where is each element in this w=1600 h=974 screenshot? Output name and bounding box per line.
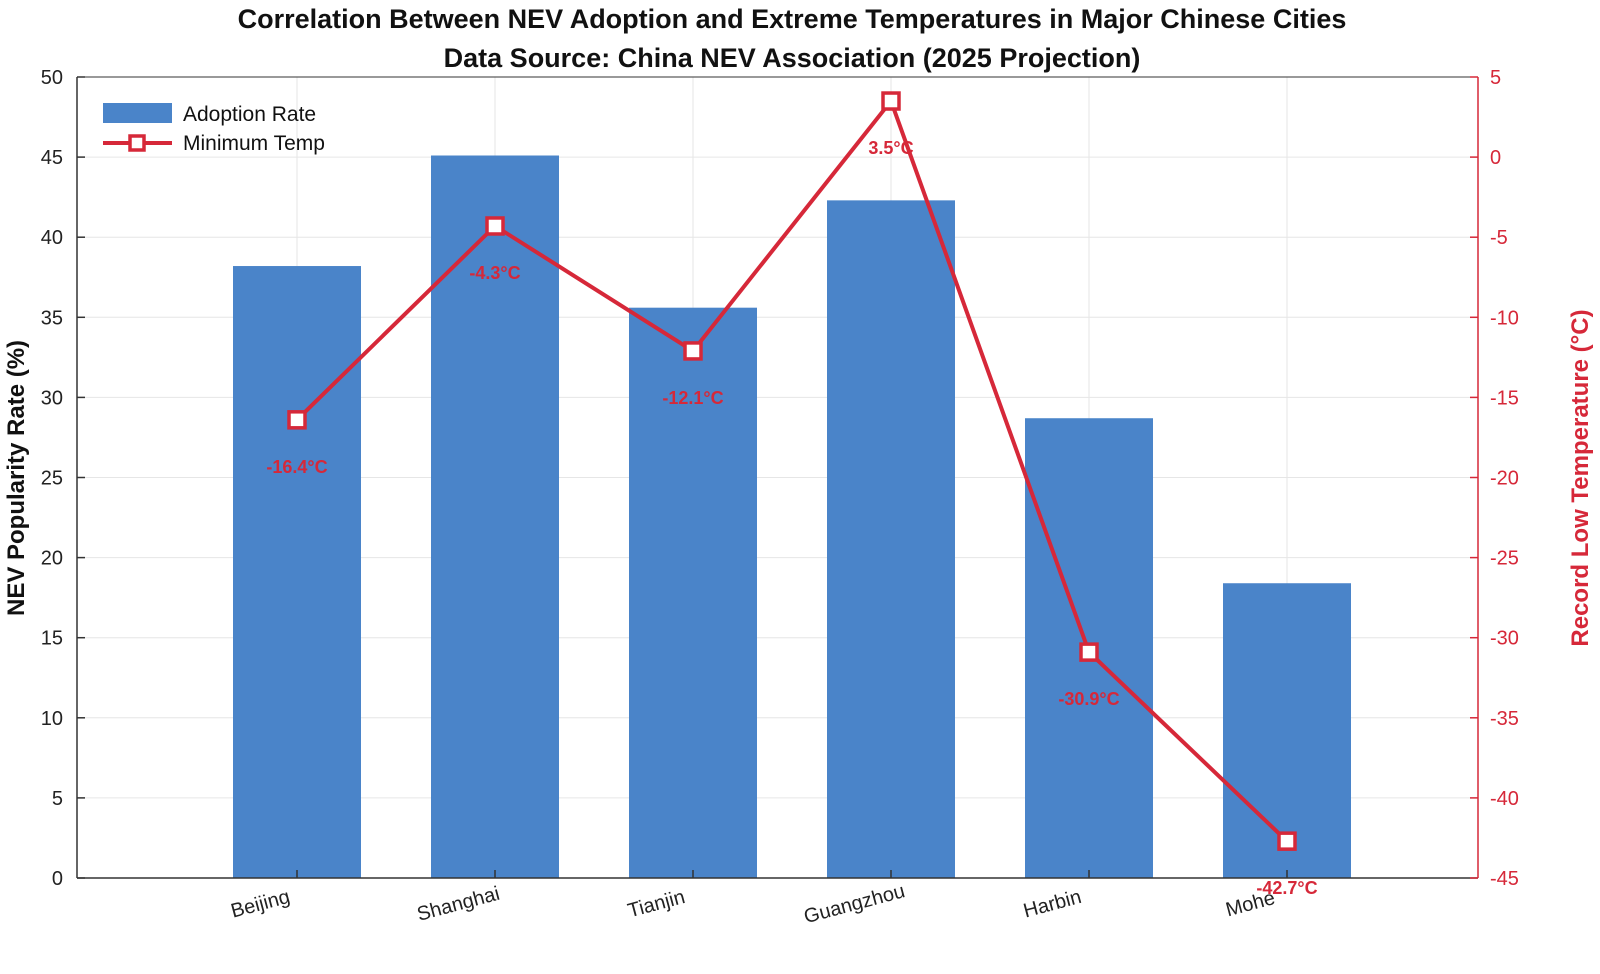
left-tick-label-5: 25 bbox=[41, 468, 63, 490]
x-tick-label-mohe: Mohe bbox=[1223, 887, 1277, 921]
right-tick-label-0: -45 bbox=[1490, 868, 1519, 890]
temp-data-label-tianjin: -12.1°C bbox=[662, 388, 723, 408]
chart-subtitle: Data Source: China NEV Association (2025… bbox=[444, 43, 1141, 73]
left-tick-label-10: 50 bbox=[41, 67, 63, 89]
y-axis-label-left: NEV Popularity Rate (%) bbox=[3, 340, 30, 616]
temp-data-label-guangzhou: 3.5°C bbox=[868, 138, 913, 158]
temp-marker-guangzhou bbox=[881, 91, 901, 111]
left-tick-label-8: 40 bbox=[41, 227, 63, 249]
temp-marker-mohe bbox=[1277, 831, 1297, 851]
bar-series-adoption-rate bbox=[233, 155, 1351, 879]
temp-data-label-shanghai: -4.3°C bbox=[469, 263, 520, 283]
bar-tianjin bbox=[629, 307, 757, 878]
x-tick-label-shanghai: Shanghai bbox=[415, 883, 502, 926]
right-tick-label-9: 0 bbox=[1490, 147, 1501, 169]
bar-mohe bbox=[1223, 583, 1351, 878]
right-tick-label-10: 5 bbox=[1490, 67, 1501, 89]
left-tick-label-1: 5 bbox=[52, 788, 63, 810]
right-tick-label-3: -30 bbox=[1490, 628, 1519, 650]
left-tick-label-9: 45 bbox=[41, 147, 63, 169]
temp-marker-beijing bbox=[287, 410, 307, 430]
left-tick-label-4: 20 bbox=[41, 548, 63, 570]
bar-shanghai bbox=[431, 155, 559, 879]
bar-beijing bbox=[233, 266, 361, 878]
right-axis-ticks: -45 -40 -35 -30 -25 -20 -15 -10 -5 0 5 bbox=[1470, 67, 1519, 890]
left-tick-label-2: 10 bbox=[41, 708, 63, 730]
left-axis-ticks: 0 5 10 15 20 25 30 35 40 45 50 bbox=[41, 67, 85, 890]
y-axis-label-right: Record Low Temperature (°C) bbox=[1567, 309, 1594, 646]
chart-title: Correlation Between NEV Adoption and Ext… bbox=[238, 4, 1347, 34]
legend-label-minimum-temp: Minimum Temp bbox=[183, 132, 325, 155]
temp-marker-tianjin bbox=[683, 341, 703, 361]
left-tick-label-0: 0 bbox=[52, 868, 63, 890]
line-series-minimum-temp: -16.4°C -4.3°C -12.1°C 3.5°C -30.9°C -42.7°C bbox=[266, 91, 1318, 898]
right-tick-label-5: -20 bbox=[1490, 468, 1519, 490]
temp-data-label-harbin: -30.9°C bbox=[1058, 689, 1119, 709]
right-tick-label-1: -40 bbox=[1490, 788, 1519, 810]
left-tick-label-7: 35 bbox=[41, 307, 63, 329]
bar-guangzhou bbox=[827, 200, 955, 878]
temp-marker-harbin bbox=[1079, 642, 1099, 662]
x-tick-label-harbin: Harbin bbox=[1021, 886, 1084, 923]
legend: Adoption Rate Minimum Temp bbox=[103, 103, 325, 155]
legend-label-adoption-rate: Adoption Rate bbox=[183, 103, 316, 126]
left-tick-label-6: 30 bbox=[41, 387, 63, 409]
right-tick-label-8: -5 bbox=[1490, 227, 1508, 249]
left-tick-label-3: 15 bbox=[41, 628, 63, 650]
temp-marker-shanghai bbox=[485, 216, 505, 236]
legend-marker-minimum-temp bbox=[128, 134, 146, 152]
temp-data-label-beijing: -16.4°C bbox=[266, 457, 327, 477]
legend-swatch-adoption-rate bbox=[103, 103, 172, 123]
x-tick-label-tianjin: Tianjin bbox=[625, 886, 687, 922]
right-tick-label-6: -15 bbox=[1490, 387, 1519, 409]
right-tick-label-7: -10 bbox=[1490, 307, 1519, 329]
x-tick-label-beijing: Beijing bbox=[229, 886, 293, 923]
right-tick-label-4: -25 bbox=[1490, 548, 1519, 570]
x-tick-label-guangzhou: Guangzhou bbox=[802, 880, 908, 928]
temp-line-path bbox=[295, 96, 1289, 843]
right-tick-label-2: -35 bbox=[1490, 708, 1519, 730]
temp-data-label-mohe: -42.7°C bbox=[1256, 878, 1317, 898]
